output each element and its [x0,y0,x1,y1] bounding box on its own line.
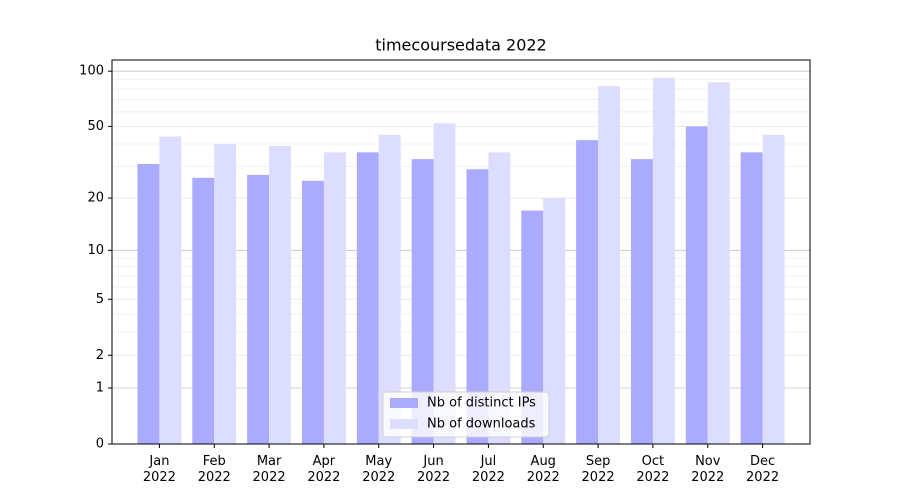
x-tick-label: Dec 2022 [746,454,779,485]
bar [521,210,544,444]
bar [488,152,511,444]
bar [762,134,785,445]
plot-frame [111,59,811,445]
bar [269,146,292,444]
bar [466,169,489,444]
legend-box [382,391,550,438]
x-tick-label: Oct 2022 [636,454,669,485]
y-tick-label: 20 [87,191,104,206]
bar [137,164,160,444]
bar [630,159,653,444]
bar [707,82,730,444]
bar [411,159,434,444]
y-tick-label: 50 [87,119,104,134]
y-tick-label: 0 [96,437,104,452]
bar [598,86,621,444]
bar [323,152,346,444]
bar [214,144,237,445]
bar [433,123,456,444]
x-tick-label: Apr 2022 [307,454,340,485]
y-tick-label: 2 [96,348,104,363]
legend: Nb of distinct IPs Nb of downloads [382,391,550,438]
bar [576,140,599,444]
x-tick-label: Nov 2022 [691,454,724,485]
x-tick-label: Jul 2022 [472,454,505,485]
x-tick-label: Jan 2022 [143,454,176,485]
x-tick-label: Mar 2022 [253,454,286,485]
y-tick-label: 1 [96,381,104,396]
y-tick-label: 100 [79,64,104,79]
y-tick-label: 10 [87,243,104,258]
x-tick-label: Jun 2022 [417,454,450,485]
bar [378,134,401,445]
bar [652,77,675,444]
chart-title: timecoursedata 2022 [375,36,546,55]
bar [301,180,324,444]
bar [685,126,708,445]
legend-swatch [390,398,418,408]
legend-swatch [390,419,418,429]
bar [356,152,379,444]
x-tick-label: Aug 2022 [527,454,560,485]
bar [543,198,566,444]
bar [247,174,270,444]
y-tick-label: 5 [96,292,104,307]
x-tick-label: Sep 2022 [582,454,615,485]
x-tick-label: Feb 2022 [198,454,231,485]
legend-label: Nb of downloads [427,417,536,432]
x-tick-label: May 2022 [362,454,395,485]
bar [192,177,215,444]
legend-label: Nb of distinct IPs [427,396,536,411]
bar [740,152,763,444]
bar [159,136,182,444]
